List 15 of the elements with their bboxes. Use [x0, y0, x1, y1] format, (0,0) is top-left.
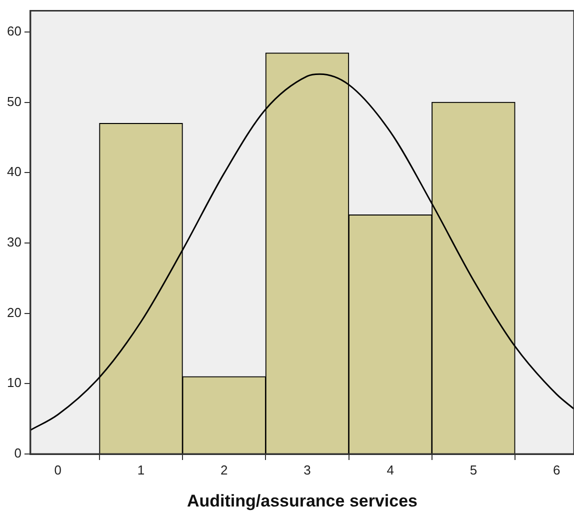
y-tick-label: 10: [6, 375, 22, 390]
y-tick-label: 50: [6, 94, 22, 109]
x-tick-label: 5: [470, 462, 478, 478]
x-tick-label: 6: [552, 462, 560, 478]
y-tick-label: 0: [14, 446, 22, 461]
x-tick-label: 2: [220, 462, 228, 478]
x-axis-title: Auditing/assurance services: [186, 491, 418, 510]
x-tick-label: 0: [54, 462, 62, 478]
x-tick-label: 3: [304, 462, 311, 478]
y-tick-label: 60: [6, 23, 22, 38]
y-tick-label: 40: [6, 164, 22, 180]
y-tick-label: 30: [6, 234, 22, 250]
x-tick-label: 1: [137, 462, 145, 478]
x-tick-label: 4: [386, 462, 394, 478]
y-tick-label: 20: [6, 304, 22, 320]
